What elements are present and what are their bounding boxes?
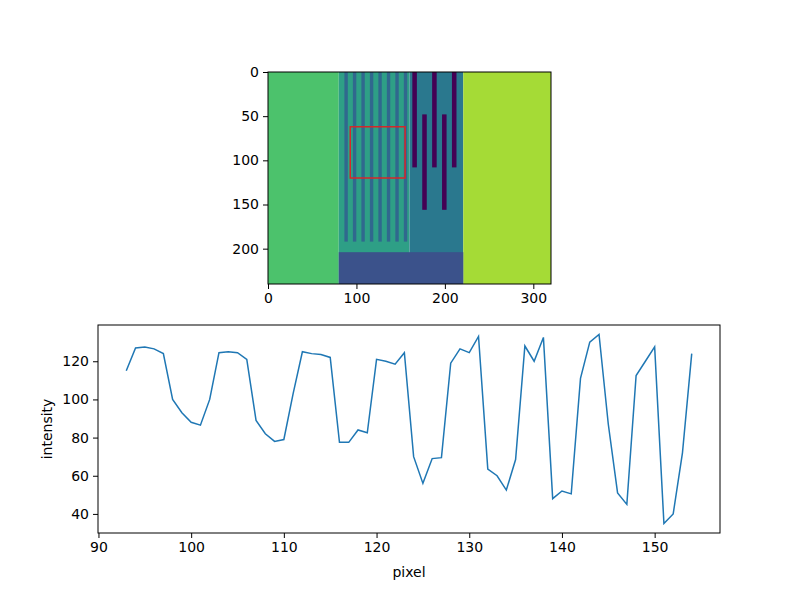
- tick-mark: [263, 72, 268, 73]
- y-axis-title: intensity: [39, 399, 55, 460]
- tick: 200: [232, 241, 268, 257]
- tick: 150: [232, 196, 268, 212]
- tick-label: 140: [549, 539, 576, 555]
- image-stripe: [344, 72, 347, 242]
- tick-label: 200: [432, 290, 459, 306]
- tick-mark: [469, 533, 470, 538]
- tick-mark: [93, 361, 98, 362]
- tick-mark: [191, 533, 192, 538]
- tick-label: 120: [364, 539, 391, 555]
- data-line: [126, 335, 691, 524]
- tick-mark: [263, 116, 268, 117]
- line-panel: 90100110120130140150406080100120pixelint…: [39, 325, 720, 580]
- tick-mark: [263, 205, 268, 206]
- tick-mark: [98, 533, 99, 538]
- tick-mark: [263, 160, 268, 161]
- image-stripe: [395, 72, 398, 242]
- tick-label: 60: [71, 468, 89, 484]
- tick-label: 50: [241, 108, 259, 124]
- tick-mark: [93, 476, 98, 477]
- tick: 0: [264, 284, 273, 306]
- x-axis: 0 100 200 300: [264, 284, 551, 306]
- image-stripe: [361, 72, 364, 242]
- image-stripe: [442, 114, 447, 209]
- tick: 300: [520, 284, 547, 306]
- tick-mark: [93, 399, 98, 400]
- tick-label: 110: [271, 539, 298, 555]
- tick-label: 100: [232, 152, 259, 168]
- tick: 100: [178, 533, 205, 555]
- image-stripe: [452, 72, 457, 167]
- tick: 50: [241, 108, 268, 124]
- x-axis: 90 100 110 120 130 140 150: [90, 533, 720, 555]
- x-axis-title: pixel: [392, 564, 425, 580]
- tick-mark: [655, 533, 656, 538]
- axis-line: [98, 326, 99, 534]
- tick-mark: [268, 284, 269, 289]
- tick-label: 0: [250, 64, 259, 80]
- tick-mark: [263, 249, 268, 250]
- y-axis: 0 50 100 150 200: [232, 64, 268, 285]
- tick-mark: [377, 533, 378, 538]
- image-panel: 0 100 200 300 0 50 100 150 200: [232, 64, 551, 306]
- image-stripe: [353, 72, 356, 242]
- tick-mark: [93, 438, 98, 439]
- plot-frame: [98, 325, 720, 533]
- tick: 0: [250, 64, 268, 80]
- image-region: [463, 72, 551, 284]
- image-stripe: [412, 72, 417, 167]
- figure: 0 100 200 300 0 50 100 150 200 90 100 110 120 130 140 1…: [0, 0, 800, 600]
- tick-label: 150: [232, 196, 259, 212]
- y-axis: 40 60 80 100 120: [62, 326, 98, 534]
- tick-label: 40: [71, 506, 89, 522]
- tick-label: 100: [62, 391, 89, 407]
- tick-label: 80: [71, 430, 89, 446]
- tick-label: 100: [344, 290, 371, 306]
- tick: 120: [364, 533, 391, 555]
- tick: 200: [432, 284, 459, 306]
- plot-area: [268, 72, 551, 284]
- tick: 60: [71, 468, 98, 484]
- tick-mark: [445, 284, 446, 289]
- tick: 40: [71, 506, 98, 522]
- tick-label: 90: [90, 539, 108, 555]
- image-stripe: [432, 72, 437, 167]
- tick: 130: [456, 533, 483, 555]
- tick: 80: [71, 430, 98, 446]
- image-stripe: [370, 72, 373, 242]
- tick-label: 100: [178, 539, 205, 555]
- image-stripe: [387, 72, 390, 242]
- tick-label: 120: [62, 353, 89, 369]
- tick: 100: [344, 284, 371, 306]
- plot-area: [126, 335, 691, 524]
- tick: 110: [271, 533, 298, 555]
- tick: 100: [232, 152, 268, 168]
- tick-mark: [562, 533, 563, 538]
- tick-mark: [533, 284, 534, 289]
- tick: 140: [549, 533, 576, 555]
- tick-mark: [284, 533, 285, 538]
- tick-label: 0: [264, 290, 273, 306]
- tick: 90: [90, 533, 108, 555]
- axis-line: [268, 73, 269, 285]
- image-stripe: [378, 72, 381, 242]
- tick-label: 130: [456, 539, 483, 555]
- tick-label: 300: [520, 290, 547, 306]
- tick: 150: [642, 533, 669, 555]
- tick-label: 200: [232, 241, 259, 257]
- image-shade: [339, 252, 464, 284]
- tick: 100: [62, 391, 98, 407]
- image-stripe: [422, 114, 427, 209]
- tick-label: 150: [642, 539, 669, 555]
- axis-line: [269, 284, 552, 285]
- tick-mark: [93, 514, 98, 515]
- plot-frame: [268, 72, 551, 284]
- image-region: [268, 72, 339, 284]
- roi-rectangle: [350, 127, 405, 178]
- tick-mark: [356, 284, 357, 289]
- tick: 120: [62, 353, 98, 369]
